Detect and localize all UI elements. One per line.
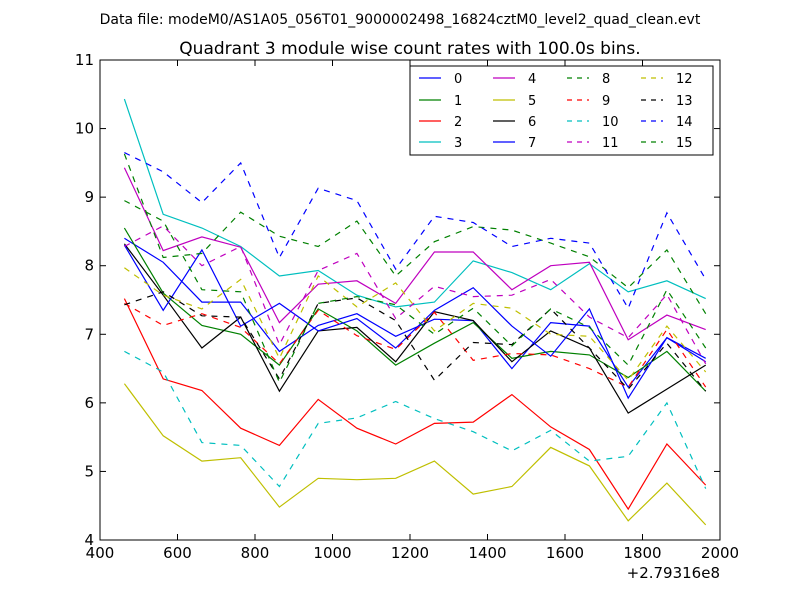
series-line-6 [123, 243, 707, 414]
legend-label-0: 0 [454, 72, 462, 87]
series-line-7 [123, 244, 706, 400]
axis-ticks: 400 600 800 1000 1200 1400 1600 1800 2000 4 5 6 7 8 9 1… [75, 51, 739, 562]
series-line-12 [124, 267, 707, 382]
y-tick-label: 8 [84, 257, 94, 275]
x-tick-label: 1000 [313, 544, 351, 562]
legend-label-3: 3 [454, 136, 462, 151]
series-line-4 [123, 167, 706, 341]
y-tick-label: 11 [75, 51, 94, 69]
legend-label-2: 2 [454, 115, 462, 130]
series-line-9 [124, 302, 707, 388]
x-tick-label: 1800 [623, 544, 661, 562]
legend-label-7: 7 [528, 136, 536, 151]
suptitle: Data file: modeM0/AS1A05_056T01_90000024… [100, 12, 701, 28]
series-line-14 [124, 152, 707, 310]
x-tick-label: 1400 [468, 544, 506, 562]
legend-label-8: 8 [602, 72, 610, 87]
y-tick-label: 10 [75, 120, 94, 138]
series-line-1 [123, 227, 707, 392]
x-offset-label: +2.79316e8 [627, 564, 720, 582]
plot-lines [123, 98, 707, 526]
series-line-3 [123, 98, 706, 308]
legend-box [409, 65, 714, 156]
series-line-15 [124, 200, 707, 384]
y-tick-label: 6 [84, 394, 94, 412]
legend-label-10: 10 [602, 115, 619, 130]
legend-label-6: 6 [528, 115, 536, 130]
x-tick-label: 600 [163, 544, 192, 562]
y-tick-label: 4 [84, 531, 94, 549]
y-tick-label: 7 [84, 325, 94, 343]
legend-label-9: 9 [602, 94, 610, 109]
x-tick-label: 1200 [391, 544, 429, 562]
series-line-2 [123, 298, 707, 511]
legend-label-13: 13 [676, 94, 693, 109]
legend-label-12: 12 [676, 72, 693, 87]
series-line-11 [124, 225, 707, 365]
x-tick-label: 400 [86, 544, 115, 562]
legend-label-5: 5 [528, 94, 536, 109]
legend-label-1: 1 [454, 94, 462, 109]
series-line-5 [123, 383, 707, 526]
y-tick-label: 9 [84, 188, 94, 206]
series-line-10 [124, 350, 707, 489]
legend-label-11: 11 [602, 136, 619, 151]
chart-title: Quadrant 3 module wise count rates with … [179, 39, 640, 59]
x-tick-label: 800 [241, 544, 270, 562]
legend-label-15: 15 [676, 136, 693, 151]
series-line-0 [124, 237, 707, 389]
y-tick-label: 5 [84, 462, 94, 480]
x-tick-label: 1600 [546, 544, 584, 562]
legend-label-4: 4 [528, 72, 536, 87]
x-tick-label: 2000 [701, 544, 739, 562]
legend-label-14: 14 [676, 115, 693, 130]
